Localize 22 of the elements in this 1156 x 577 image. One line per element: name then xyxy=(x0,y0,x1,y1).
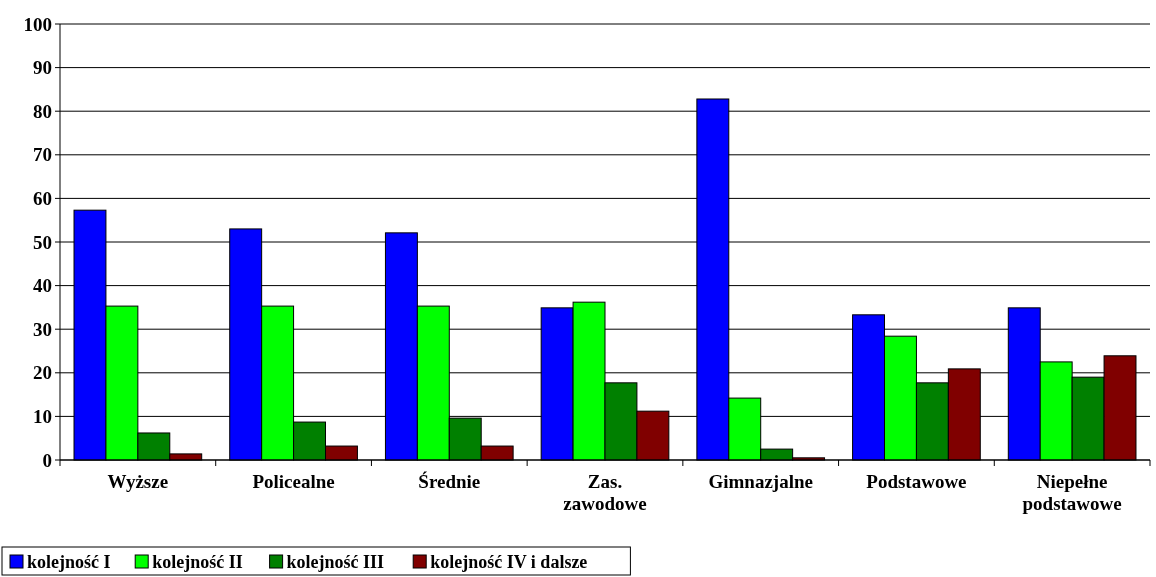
legend-label: kolejność I xyxy=(27,552,111,572)
y-tick-label: 10 xyxy=(33,406,52,428)
y-tick-label: 30 xyxy=(33,318,52,340)
y-tick-label: 40 xyxy=(33,275,52,297)
y-tick-label: 80 xyxy=(33,100,52,122)
y-tick-label: 50 xyxy=(33,231,52,253)
y-tick-label: 100 xyxy=(23,13,52,35)
y-tick-label: 20 xyxy=(33,362,52,384)
x-tick-label: Średnie xyxy=(418,471,481,492)
x-tick-label: Niepełne podstawowe xyxy=(1022,471,1122,514)
y-tick-label: 60 xyxy=(33,188,52,210)
x-tick-label: Wyższe xyxy=(107,471,169,492)
legend-label: kolejność IV i dalsze xyxy=(430,552,588,572)
x-tick-label: Zas. zawodowe xyxy=(563,471,647,514)
legend-label: kolejność III xyxy=(286,552,385,572)
y-tick-label: 70 xyxy=(33,144,52,166)
x-tick-label: Policealne xyxy=(252,471,335,492)
x-tick-label: Podstawowe xyxy=(866,471,967,492)
y-tick-label: 90 xyxy=(33,57,52,79)
legend-label: kolejność II xyxy=(152,552,243,572)
y-tick-label: 0 xyxy=(42,449,52,471)
x-tick-label: Gimnazjalne xyxy=(708,471,813,492)
